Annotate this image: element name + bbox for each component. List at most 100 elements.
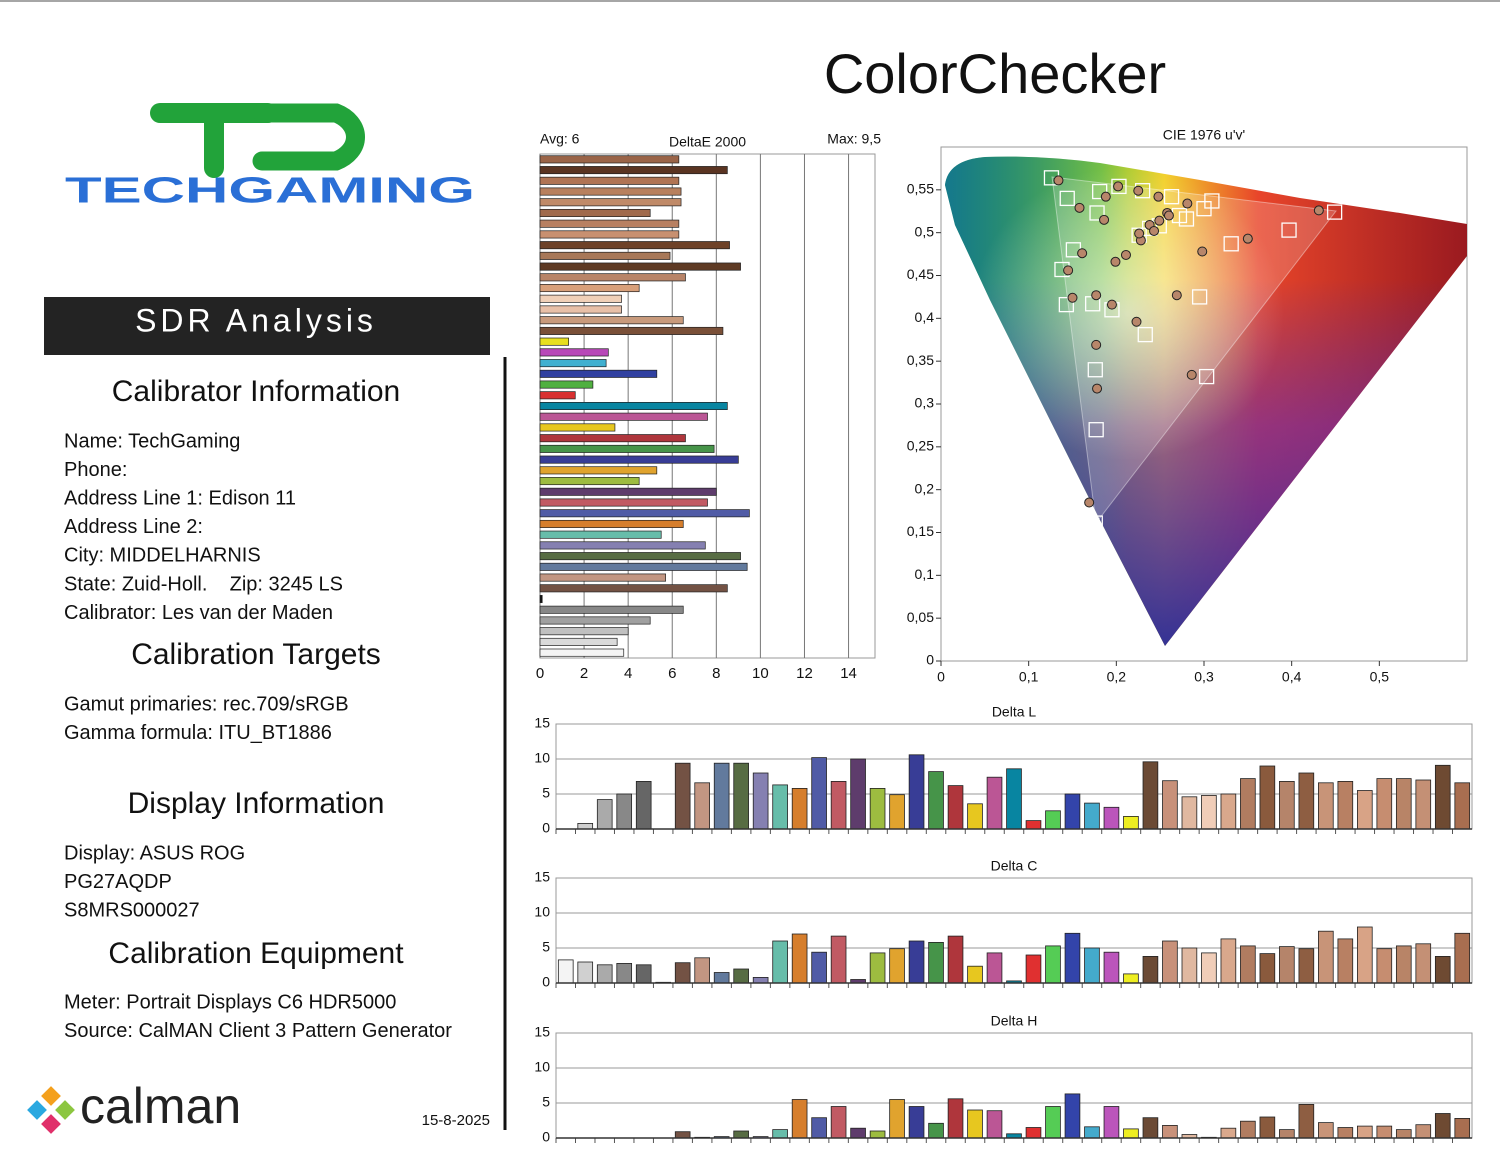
bar — [1064, 932, 1081, 984]
measured-marker — [1113, 181, 1124, 192]
x-tick-label: 0,4 — [1282, 669, 1302, 685]
bar — [539, 616, 651, 625]
x-tick-label: 0,5 — [1370, 669, 1390, 685]
y-tick-label: 15 — [534, 1024, 550, 1040]
bar — [1259, 1116, 1276, 1139]
bar — [1025, 1127, 1042, 1139]
x-tick-label: 0 — [937, 669, 945, 685]
bar — [635, 964, 652, 984]
y-tick-label: 10 — [534, 750, 550, 766]
measured-marker — [1242, 233, 1253, 244]
measured-marker — [1133, 185, 1144, 196]
bar — [694, 782, 710, 830]
bar — [1454, 932, 1471, 984]
measured-marker — [1149, 225, 1160, 236]
bar — [713, 972, 730, 984]
bar — [850, 1127, 866, 1139]
bar — [1084, 947, 1100, 984]
bar — [1142, 956, 1159, 984]
bar — [1318, 1122, 1334, 1139]
y-tick-label: 0,5 — [915, 223, 935, 239]
bar — [1376, 948, 1393, 984]
info-line: Display: ASUS ROG — [64, 842, 245, 864]
bar — [1084, 802, 1100, 830]
info-line: Gamut primaries: rec.709/sRGB — [64, 693, 349, 715]
chart-title: DeltaE 2000 — [669, 134, 746, 150]
bar — [1318, 930, 1334, 984]
bar — [1220, 1127, 1237, 1139]
bar — [539, 637, 618, 646]
bar — [539, 305, 622, 314]
bar — [928, 942, 944, 984]
bar — [1279, 946, 1295, 984]
bar — [539, 155, 680, 164]
section-heading: Calibrator Information — [112, 375, 400, 408]
bar — [539, 359, 607, 368]
measured-marker — [1163, 210, 1174, 221]
logo-diamond — [27, 1100, 47, 1120]
y-tick-label: 0 — [542, 820, 550, 836]
target-marker — [1281, 222, 1297, 238]
measured-marker — [1084, 497, 1095, 508]
logo-brand: TECHGAMING — [65, 170, 475, 211]
measured-marker — [1186, 369, 1197, 380]
target-marker — [1163, 189, 1180, 205]
y-tick-label: 0,15 — [907, 523, 934, 539]
y-tick-label: 0,55 — [907, 181, 934, 197]
x-tick-label: 0,3 — [1194, 669, 1214, 685]
bar — [674, 1131, 691, 1139]
bar — [1415, 943, 1432, 984]
target-marker — [1111, 178, 1127, 195]
y-tick-label: 0 — [542, 1129, 550, 1145]
bar — [1142, 761, 1159, 830]
logo-diamond — [41, 1086, 61, 1106]
bar — [577, 823, 594, 830]
bar — [1395, 778, 1412, 830]
bar — [1181, 796, 1198, 830]
measured-marker — [1077, 248, 1088, 259]
bar — [539, 605, 684, 614]
bar — [539, 552, 741, 561]
bar — [908, 1106, 925, 1139]
bar — [539, 423, 616, 432]
x-tick-label: 14 — [840, 665, 857, 682]
bar — [908, 940, 925, 984]
calman-brand: calman — [80, 1078, 241, 1134]
bar — [1357, 1125, 1373, 1139]
bar — [539, 219, 680, 228]
bar — [1240, 1120, 1256, 1139]
bar — [1064, 793, 1081, 830]
plot-frame — [555, 877, 1473, 984]
bar — [986, 952, 1003, 984]
info-line: State: Zuid-Holl. Zip: 3245 LS — [64, 573, 343, 595]
x-tick-label: 0,1 — [1019, 669, 1039, 685]
bar — [889, 1099, 905, 1139]
logo-t — [150, 103, 278, 178]
bar — [1201, 795, 1217, 830]
bar — [1162, 1125, 1178, 1139]
bar — [1279, 1129, 1295, 1139]
annotation: Max: 9,5 — [827, 131, 881, 147]
measured-marker — [1131, 316, 1142, 327]
calman-logo: calman — [27, 1078, 241, 1134]
bar — [539, 391, 576, 400]
measured-marker — [1153, 191, 1164, 202]
bar — [694, 957, 710, 984]
bar — [539, 595, 543, 604]
measured-marker — [1099, 214, 1110, 225]
bar — [1006, 768, 1022, 830]
srgb-triangle — [1051, 176, 1337, 525]
bar — [539, 241, 730, 250]
chart-title: Delta C — [991, 858, 1038, 874]
bar — [1181, 947, 1198, 984]
bar — [539, 519, 684, 528]
x-tick-label: 6 — [668, 665, 676, 682]
y-tick-label: 0,05 — [907, 609, 934, 625]
bar — [539, 487, 717, 496]
bar — [539, 648, 625, 657]
bar — [539, 584, 728, 593]
bar — [539, 230, 680, 239]
bar — [1103, 951, 1120, 984]
y-tick-label: 10 — [534, 904, 550, 920]
target-marker — [1198, 368, 1215, 385]
